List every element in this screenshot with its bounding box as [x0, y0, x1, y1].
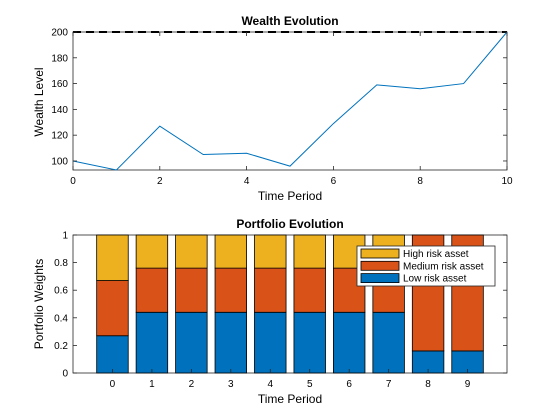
bar-segment	[175, 267, 208, 313]
y-tick-label: 120	[51, 131, 68, 142]
y-tick-label: 140	[51, 105, 68, 116]
y-tick-label: 0	[62, 369, 68, 380]
y-tick-label: 100	[51, 156, 68, 167]
legend-entry: Low risk asset	[403, 274, 467, 285]
y-tick-label: 1	[62, 231, 68, 242]
bar-segment	[372, 311, 405, 374]
bar-segment	[96, 234, 129, 281]
x-tick-label: 2	[189, 379, 195, 390]
y-tick-label: 0.4	[54, 313, 68, 324]
bar-segment	[254, 311, 287, 374]
y-tick-label: 0.6	[54, 286, 68, 297]
x-tick-label: 3	[228, 379, 234, 390]
legend-swatch	[360, 248, 400, 259]
x-axis-label: Time Period	[258, 189, 322, 203]
x-tick-label: 8	[417, 176, 423, 187]
x-tick-label: 1	[149, 379, 155, 390]
bar-segment	[293, 234, 326, 269]
chart-title: Portfolio Evolution	[236, 217, 343, 231]
legend-entry: Medium risk asset	[403, 261, 484, 272]
x-tick-label: 8	[425, 379, 431, 390]
bar-segment	[214, 234, 247, 269]
bar-segment	[175, 234, 208, 269]
y-tick-label: 200	[51, 28, 68, 39]
plot-area: 0 2 4 6 8 10 100 120 140 160 180 200	[51, 28, 513, 188]
bar-segment	[214, 311, 247, 374]
bar-segment	[332, 311, 366, 374]
x-tick-label: 5	[307, 379, 313, 390]
y-tick-label: 160	[51, 79, 68, 90]
wealth-evolution-chart: Wealth Evolution 0 2 4 6 8 10 100 120 140 160 180 2…	[32, 14, 513, 203]
bar-segment	[135, 311, 169, 374]
bar-segment	[175, 311, 208, 374]
portfolio-evolution-chart: Portfolio Evolution 0 1 2 3 4 5 6 7 8 9 0 0.2 0.4 0.6…	[32, 217, 508, 406]
x-tick-label: 10	[501, 176, 513, 187]
x-tick-label: 4	[267, 379, 273, 390]
legend-swatch	[360, 273, 400, 284]
x-axis-label: Time Period	[258, 392, 322, 406]
y-tick-label: 0.2	[54, 341, 68, 352]
bar-segment	[293, 311, 326, 374]
bar-segment	[96, 280, 129, 337]
x-tick-label: 2	[157, 176, 163, 187]
chart-title: Wealth Evolution	[241, 14, 338, 28]
x-tick-label: 4	[244, 176, 250, 187]
y-axis-label: Wealth Level	[32, 67, 46, 136]
legend-entry: High risk asset	[403, 249, 469, 260]
bar-segment	[254, 234, 287, 269]
y-axis-label: Portfolio Weights	[32, 259, 46, 350]
x-tick-label: 0	[70, 176, 76, 187]
x-tick-label: 9	[465, 379, 471, 390]
bar-segment	[254, 267, 287, 313]
legend-swatch	[360, 260, 400, 271]
y-tick-label: 180	[51, 53, 68, 64]
bar-segment	[214, 267, 247, 313]
x-tick-label: 6	[331, 176, 337, 187]
bar-segment	[293, 267, 326, 313]
bar-segment	[135, 234, 169, 269]
axes-box	[72, 31, 508, 171]
bar-segment	[96, 335, 129, 374]
x-tick-label: 7	[386, 379, 392, 390]
y-tick-label: 0.8	[54, 258, 68, 269]
bar-segment	[135, 267, 169, 313]
x-tick-label: 6	[346, 379, 352, 390]
x-tick-label: 0	[110, 379, 116, 390]
